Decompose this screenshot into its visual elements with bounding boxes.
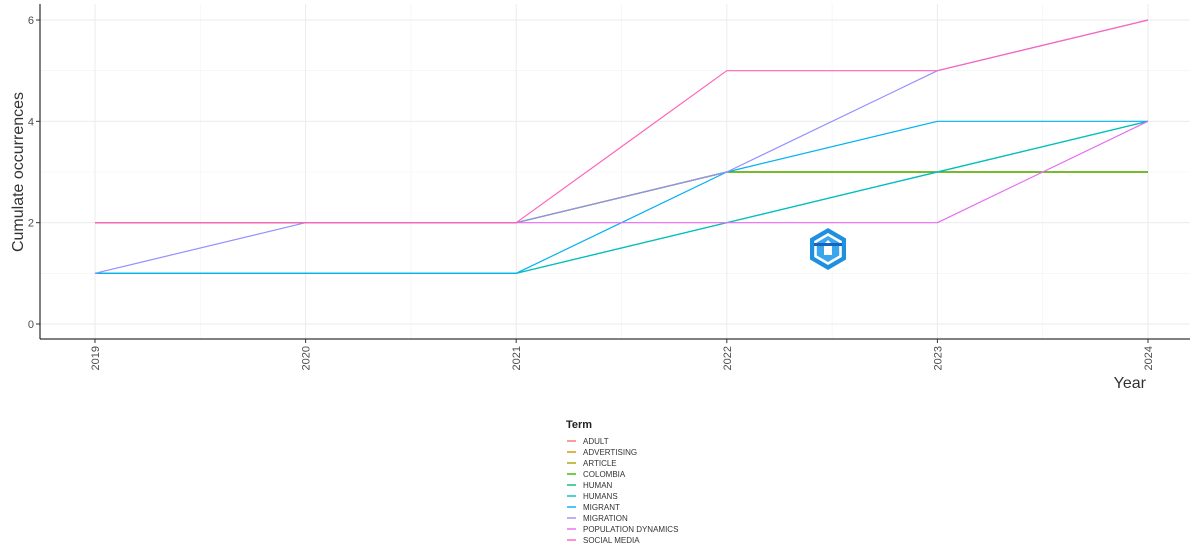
x-tick-label: 2024 (1143, 346, 1155, 370)
legend-label: SOCIAL MEDIA (583, 536, 640, 545)
y-tick-labels: 0 2 4 6 (28, 15, 40, 331)
legend-label: ADVERTISING (583, 448, 637, 457)
legend-label: MIGRANT (583, 503, 620, 512)
x-tick-label: 2023 (932, 346, 944, 370)
x-tick-label: 2019 (90, 346, 102, 370)
axes (39, 4, 1190, 340)
legend-title: Term (566, 419, 592, 431)
series-lines (94, 19, 1149, 274)
legend-label: COLOMBIA (583, 470, 626, 479)
legend: ADULT ADVERTISING ARTICLE COLOMBIA HUMAN HUMA… (567, 437, 678, 545)
y-tick-label: 2 (28, 218, 34, 230)
x-axis-title: Year (1114, 375, 1147, 392)
y-tick-label: 6 (28, 15, 34, 27)
legend-label: MIGRATION (583, 514, 628, 523)
y-tick-label: 4 (28, 116, 34, 128)
y-axis-title: Cumulate occurrences (10, 92, 27, 252)
y-tick-label: 0 (28, 319, 34, 331)
legend-label: ADULT (583, 437, 609, 446)
x-tick-label: 2021 (511, 346, 523, 370)
x-tick-label: 2022 (722, 346, 734, 370)
x-tick-labels: 2019 2020 2021 2022 2023 2024 (90, 339, 1155, 370)
bibliometrix-logo (810, 228, 846, 270)
series-line-social-media (95, 19, 1149, 224)
legend-label: POPULATION DYNAMICS (583, 525, 678, 534)
legend-label: HUMANS (583, 492, 618, 501)
x-tick-label: 2020 (301, 346, 313, 370)
legend-label: ARTICLE (583, 459, 617, 468)
legend-label: HUMAN (583, 481, 613, 490)
